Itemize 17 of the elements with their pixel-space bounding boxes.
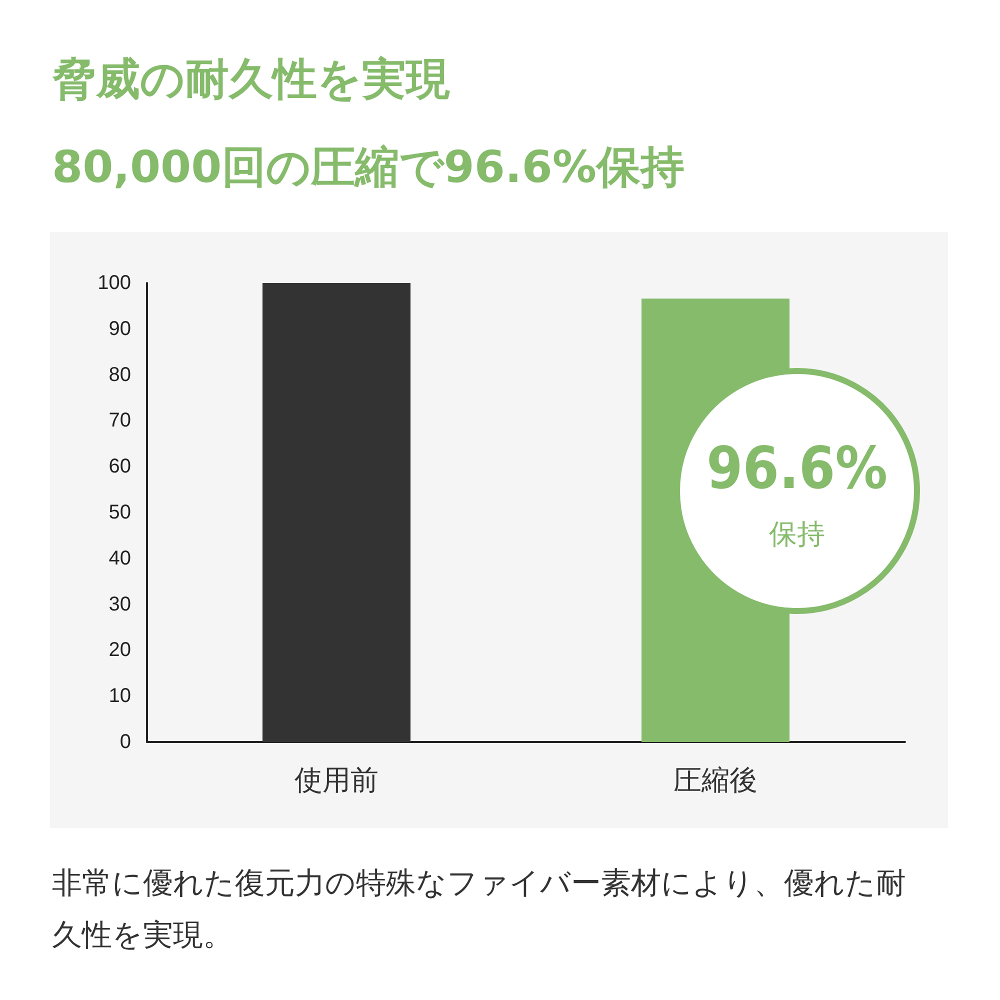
y-tick-label: 30 — [108, 593, 131, 616]
y-tick-label: 90 — [108, 318, 131, 340]
x-tick-label: 使用前 — [294, 764, 378, 796]
y-tick-label: 70 — [108, 410, 131, 432]
chart-subtitle: 80,000回の圧縮で96.6%保持 — [52, 141, 684, 195]
y-tick-label: 80 — [108, 364, 131, 386]
annotation: 96.6% 保持 — [706, 434, 888, 550]
y-tick-label: 10 — [108, 685, 131, 708]
y-tick-label: 0 — [120, 731, 131, 753]
chart-title: 脅威の耐久性を実現 — [52, 53, 450, 107]
y-tick-label: 50 — [108, 502, 131, 524]
x-tick-label: 圧縮後 — [674, 764, 758, 796]
y-tick-label: 20 — [108, 639, 131, 662]
y-tick-label: 40 — [108, 547, 131, 570]
y-tick-label: 100 — [98, 272, 131, 294]
y-tick-label: 60 — [108, 456, 131, 478]
text: 非常に優れた復元力の特殊なファイバー素材により、優れた耐久性を実現。 — [52, 865, 907, 955]
